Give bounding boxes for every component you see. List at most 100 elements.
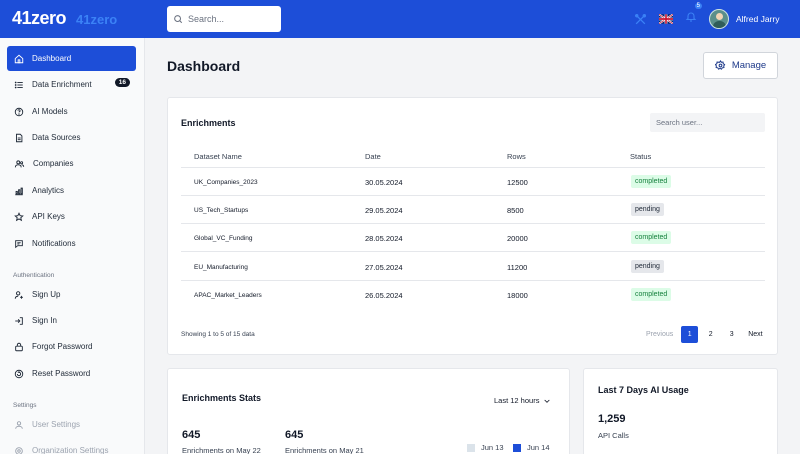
user-name: Alfred Jarry xyxy=(736,14,780,24)
document-icon xyxy=(16,133,23,142)
manage-label: Manage xyxy=(731,60,767,71)
page-3-button[interactable]: 3 xyxy=(729,331,734,338)
message-icon xyxy=(15,239,23,248)
cell-dataset-name: US_Tech_Startups xyxy=(194,207,249,214)
legend-item-jun-14: Jun 14 xyxy=(513,443,550,452)
table-row[interactable]: US_Tech_Startups 29.05.2024 8500 pending xyxy=(181,196,765,224)
column-header-date: Date xyxy=(365,152,381,161)
sidebar-item-dashboard[interactable]: Dashboard xyxy=(7,46,136,71)
page-2-button[interactable]: 2 xyxy=(708,331,713,338)
cell-date: 26.05.2024 xyxy=(365,291,403,300)
sidebar-item-forgot-password[interactable]: Forgot Password xyxy=(7,334,136,359)
users-icon xyxy=(14,159,25,167)
sidebar-item-label: User Settings xyxy=(32,420,81,429)
stats-title: Enrichments Stats xyxy=(182,393,262,403)
gear-icon xyxy=(714,60,726,70)
global-search[interactable] xyxy=(167,6,281,32)
sidebar-item-notifications[interactable]: Notifications xyxy=(7,231,136,256)
sidebar-item-data-enrichment[interactable]: Data Enrichment 16 xyxy=(7,72,136,97)
logo-text: 41zero xyxy=(12,8,67,28)
table-row[interactable]: APAC_Market_Leaders 26.05.2024 18000 com… xyxy=(181,281,765,309)
tools-icon[interactable] xyxy=(634,13,647,26)
table-header: Dataset Name Date Rows Status xyxy=(181,146,765,168)
time-range-label: Last 12 hours xyxy=(494,396,540,405)
sidebar-item-label: Organization Settings xyxy=(32,446,109,454)
legend-label: Jun 13 xyxy=(481,443,504,452)
sidebar-item-user-settings[interactable]: User Settings xyxy=(7,412,136,437)
sidebar-item-label: Dashboard xyxy=(32,54,72,63)
bar-chart-icon xyxy=(15,187,23,195)
cell-date: 29.05.2024 xyxy=(365,206,403,215)
sidebar-item-label: Companies xyxy=(33,159,74,168)
status-badge: completed xyxy=(631,231,672,244)
sidebar-item-data-sources[interactable]: Data Sources xyxy=(7,125,136,150)
user-menu[interactable]: Alfred Jarry xyxy=(709,9,779,29)
previous-page-button[interactable]: Previous xyxy=(646,331,674,338)
sidebar-item-label: AI Models xyxy=(32,107,68,116)
table-row[interactable]: UK_Companies_2023 30.05.2024 12500 compl… xyxy=(181,168,765,196)
column-header-status: Status xyxy=(630,152,652,161)
pagination-summary: Showing 1 to 5 of 15 data xyxy=(181,331,255,338)
star-icon xyxy=(14,211,24,221)
stat-value: 645 xyxy=(182,429,201,441)
help-circle-icon xyxy=(14,107,24,116)
cell-rows: 11200 xyxy=(507,263,528,272)
table-row[interactable]: Global_VC_Funding 28.05.2024 20000 compl… xyxy=(181,224,765,252)
legend-swatch xyxy=(467,443,475,452)
table-row[interactable]: EU_Manufacturing 27.05.2024 11200 pendin… xyxy=(181,253,765,281)
cell-date: 30.05.2024 xyxy=(365,178,403,187)
next-page-button[interactable]: Next xyxy=(748,331,763,338)
status-badge: completed xyxy=(631,175,672,188)
bell-icon xyxy=(685,12,697,22)
legend-label: Jun 14 xyxy=(527,443,550,452)
column-header-dataset-name: Dataset Name xyxy=(194,152,242,161)
user-plus-icon xyxy=(14,290,23,299)
sidebar-item-ai-models[interactable]: AI Models xyxy=(7,99,136,124)
uk-flag-icon[interactable] xyxy=(659,14,673,24)
top-header: 41zero 41zero 5 Alfred Jarry xyxy=(0,0,800,38)
sidebar-item-label: Analytics xyxy=(32,186,65,195)
page-1-button[interactable]: 1 xyxy=(681,326,699,343)
enrichments-card: Enrichments Dataset Name Date Rows Statu… xyxy=(167,97,778,355)
sidebar: Dashboard Data Enrichment 16 AI Models D… xyxy=(0,38,145,454)
sidebar-item-label: Data Enrichment xyxy=(32,80,92,89)
chevron-down-icon xyxy=(544,399,551,403)
sidebar-item-label: API Keys xyxy=(32,212,65,221)
sidebar-item-organization-settings[interactable]: Organization Settings xyxy=(7,438,136,454)
sidebar-item-reset-password[interactable]: Reset Password xyxy=(7,361,136,386)
list-icon xyxy=(14,81,23,88)
brand-logo[interactable]: 41zero 41zero xyxy=(12,8,117,29)
logo-ghost-text: 41zero xyxy=(76,12,118,27)
sidebar-item-label: Sign Up xyxy=(32,290,61,299)
cell-dataset-name: Global_VC_Funding xyxy=(194,235,253,242)
manage-button[interactable]: Manage xyxy=(703,52,778,79)
sidebar-item-sign-in[interactable]: Sign In xyxy=(7,308,136,333)
sidebar-item-label: Forgot Password xyxy=(32,342,93,351)
sidebar-item-sign-up[interactable]: Sign Up xyxy=(7,282,136,307)
page-title: Dashboard xyxy=(167,58,241,74)
refresh-icon xyxy=(14,369,24,378)
sidebar-item-label: Notifications xyxy=(32,239,76,248)
status-badge: pending xyxy=(631,203,664,216)
sidebar-item-companies[interactable]: Companies xyxy=(7,151,136,176)
search-input[interactable] xyxy=(188,14,268,24)
sidebar-item-analytics[interactable]: Analytics xyxy=(7,178,136,203)
time-range-dropdown[interactable]: Last 12 hours xyxy=(494,396,551,405)
ai-usage-card: Last 7 Days AI Usage 1,259 API Calls xyxy=(583,368,778,454)
home-icon xyxy=(14,54,24,63)
settings-icon xyxy=(15,446,23,454)
sidebar-item-label: Sign In xyxy=(32,316,57,325)
notifications-button[interactable]: 5 xyxy=(685,3,702,28)
sidebar-item-label: Data Sources xyxy=(32,133,81,142)
enrichments-title: Enrichments xyxy=(181,118,236,128)
avatar xyxy=(709,9,729,29)
user-search-input[interactable] xyxy=(650,113,765,132)
sidebar-item-api-keys[interactable]: API Keys xyxy=(7,204,136,229)
stat-label: Enrichments on May 21 xyxy=(285,446,364,454)
status-badge: pending xyxy=(631,260,664,273)
stat-value: 645 xyxy=(285,429,304,441)
api-calls-value: 1,259 xyxy=(598,413,626,425)
ai-usage-title: Last 7 Days AI Usage xyxy=(598,385,689,395)
enrichments-stats-card: Enrichments Stats Last 12 hours 645 Enri… xyxy=(167,368,570,454)
legend-item-jun-13: Jun 13 xyxy=(467,443,504,452)
